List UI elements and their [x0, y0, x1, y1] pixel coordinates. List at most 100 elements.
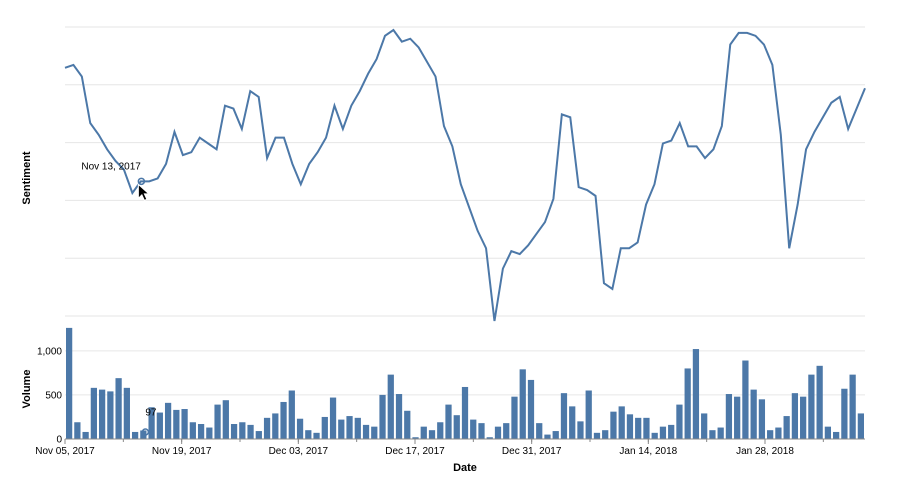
volume-bar[interactable] [833, 431, 840, 439]
volume-bar[interactable] [742, 360, 749, 439]
volume-bar[interactable] [849, 374, 856, 439]
volume-bar[interactable] [371, 426, 378, 439]
volume-bar[interactable] [453, 415, 460, 439]
volume-bar[interactable] [684, 368, 691, 439]
volume-bar[interactable] [478, 423, 485, 439]
volume-bar[interactable] [783, 416, 790, 439]
volume-bar[interactable] [651, 432, 658, 439]
volume-bar[interactable] [428, 430, 436, 439]
volume-bar[interactable] [816, 365, 823, 439]
volume-bar[interactable] [709, 430, 716, 439]
volume-bar[interactable] [800, 396, 807, 439]
volume-bar[interactable] [66, 327, 73, 439]
volume-bar[interactable] [321, 416, 328, 439]
volume-bar[interactable] [536, 423, 543, 439]
volume-bar[interactable] [560, 393, 568, 439]
volume-bar[interactable] [668, 424, 675, 439]
volume-bar[interactable] [494, 426, 502, 439]
volume-bar[interactable] [857, 413, 864, 439]
volume-bar[interactable] [74, 422, 81, 439]
volume-bar[interactable] [552, 431, 559, 439]
volume-bar[interactable] [272, 413, 279, 439]
volume-bar[interactable] [181, 409, 188, 439]
volume-bar[interactable] [527, 379, 535, 439]
volume-bar[interactable] [288, 390, 295, 440]
volume-bar[interactable] [329, 397, 337, 439]
volume-bar[interactable] [767, 430, 774, 439]
volume-bar[interactable] [585, 390, 592, 440]
volume-bar[interactable] [593, 432, 601, 439]
volume-bar[interactable] [569, 406, 576, 439]
volume-bar[interactable] [239, 422, 246, 439]
volume-bar[interactable] [643, 417, 650, 439]
volume-bar[interactable] [602, 430, 609, 439]
volume-bar[interactable] [280, 401, 287, 439]
volume-bar[interactable] [98, 389, 106, 439]
volume-bar[interactable] [346, 416, 353, 439]
volume-bar[interactable] [750, 389, 757, 439]
volume-bar[interactable] [230, 424, 238, 439]
volume-bar[interactable] [511, 396, 518, 439]
volume-bar[interactable] [577, 421, 584, 439]
volume-bar[interactable] [791, 393, 799, 439]
volume-bar[interactable] [197, 424, 205, 439]
volume-bar[interactable] [717, 427, 724, 439]
volume-bar[interactable] [338, 419, 345, 439]
volume-bar[interactable] [379, 394, 386, 439]
volume-bar[interactable] [519, 369, 526, 439]
volume-bar[interactable] [659, 426, 667, 439]
volume-bar[interactable] [206, 427, 213, 439]
volume-bar[interactable] [189, 422, 196, 439]
volume-bar[interactable] [420, 426, 427, 439]
volume-bar[interactable] [841, 388, 848, 439]
volume-bar[interactable] [626, 414, 634, 439]
volume-bar[interactable] [808, 374, 815, 439]
volume-bar[interactable] [395, 394, 403, 439]
sentiment-gridlines [65, 26, 865, 317]
volume-bar[interactable] [90, 387, 97, 439]
volume-bar[interactable] [701, 413, 708, 439]
volume-bar[interactable] [214, 404, 221, 439]
volume-bar[interactable] [247, 424, 254, 439]
volume-bar[interactable] [470, 419, 477, 439]
volume-bar[interactable] [164, 402, 172, 439]
volume-bar[interactable] [107, 391, 114, 439]
volume-bar[interactable] [734, 396, 741, 439]
volume-bar[interactable] [618, 406, 625, 439]
volume-bar[interactable] [610, 411, 617, 439]
volume-bar[interactable] [486, 437, 493, 439]
volume-bar[interactable] [692, 349, 700, 439]
volume-bar[interactable] [296, 418, 304, 439]
volume-bar[interactable] [503, 423, 510, 439]
sentiment-line[interactable] [64, 28, 866, 322]
volume-bar[interactable] [635, 417, 642, 439]
volume-bar[interactable] [676, 404, 683, 439]
volume-bar[interactable] [305, 430, 312, 439]
volume-bar[interactable] [156, 412, 163, 439]
volume-bar[interactable] [354, 417, 361, 439]
volume-bar[interactable] [131, 431, 139, 439]
volume-bar[interactable] [437, 422, 444, 439]
volume-bar[interactable] [725, 394, 733, 439]
volume-bar[interactable] [387, 374, 394, 439]
volume-bar[interactable] [222, 400, 229, 439]
volume-bar[interactable] [148, 407, 155, 439]
volume-bar[interactable] [362, 424, 370, 439]
volume-bars[interactable] [66, 327, 864, 440]
volume-bar[interactable] [758, 399, 766, 439]
volume-bar[interactable] [412, 437, 419, 439]
volume-bar[interactable] [404, 410, 411, 439]
volume-bar[interactable] [313, 432, 320, 439]
volume-bar[interactable] [82, 431, 89, 439]
volume-bar[interactable] [461, 386, 469, 439]
volume-bar[interactable] [775, 427, 782, 439]
date-tick-label: Jan 14, 2018 [619, 446, 677, 457]
volume-bar[interactable] [263, 417, 271, 439]
volume-bar[interactable] [255, 431, 262, 439]
volume-bar[interactable] [824, 426, 832, 439]
volume-bar[interactable] [115, 378, 122, 439]
volume-bar[interactable] [173, 409, 180, 439]
volume-bar[interactable] [544, 434, 551, 439]
volume-bar[interactable] [445, 404, 452, 439]
volume-bar[interactable] [123, 387, 130, 439]
